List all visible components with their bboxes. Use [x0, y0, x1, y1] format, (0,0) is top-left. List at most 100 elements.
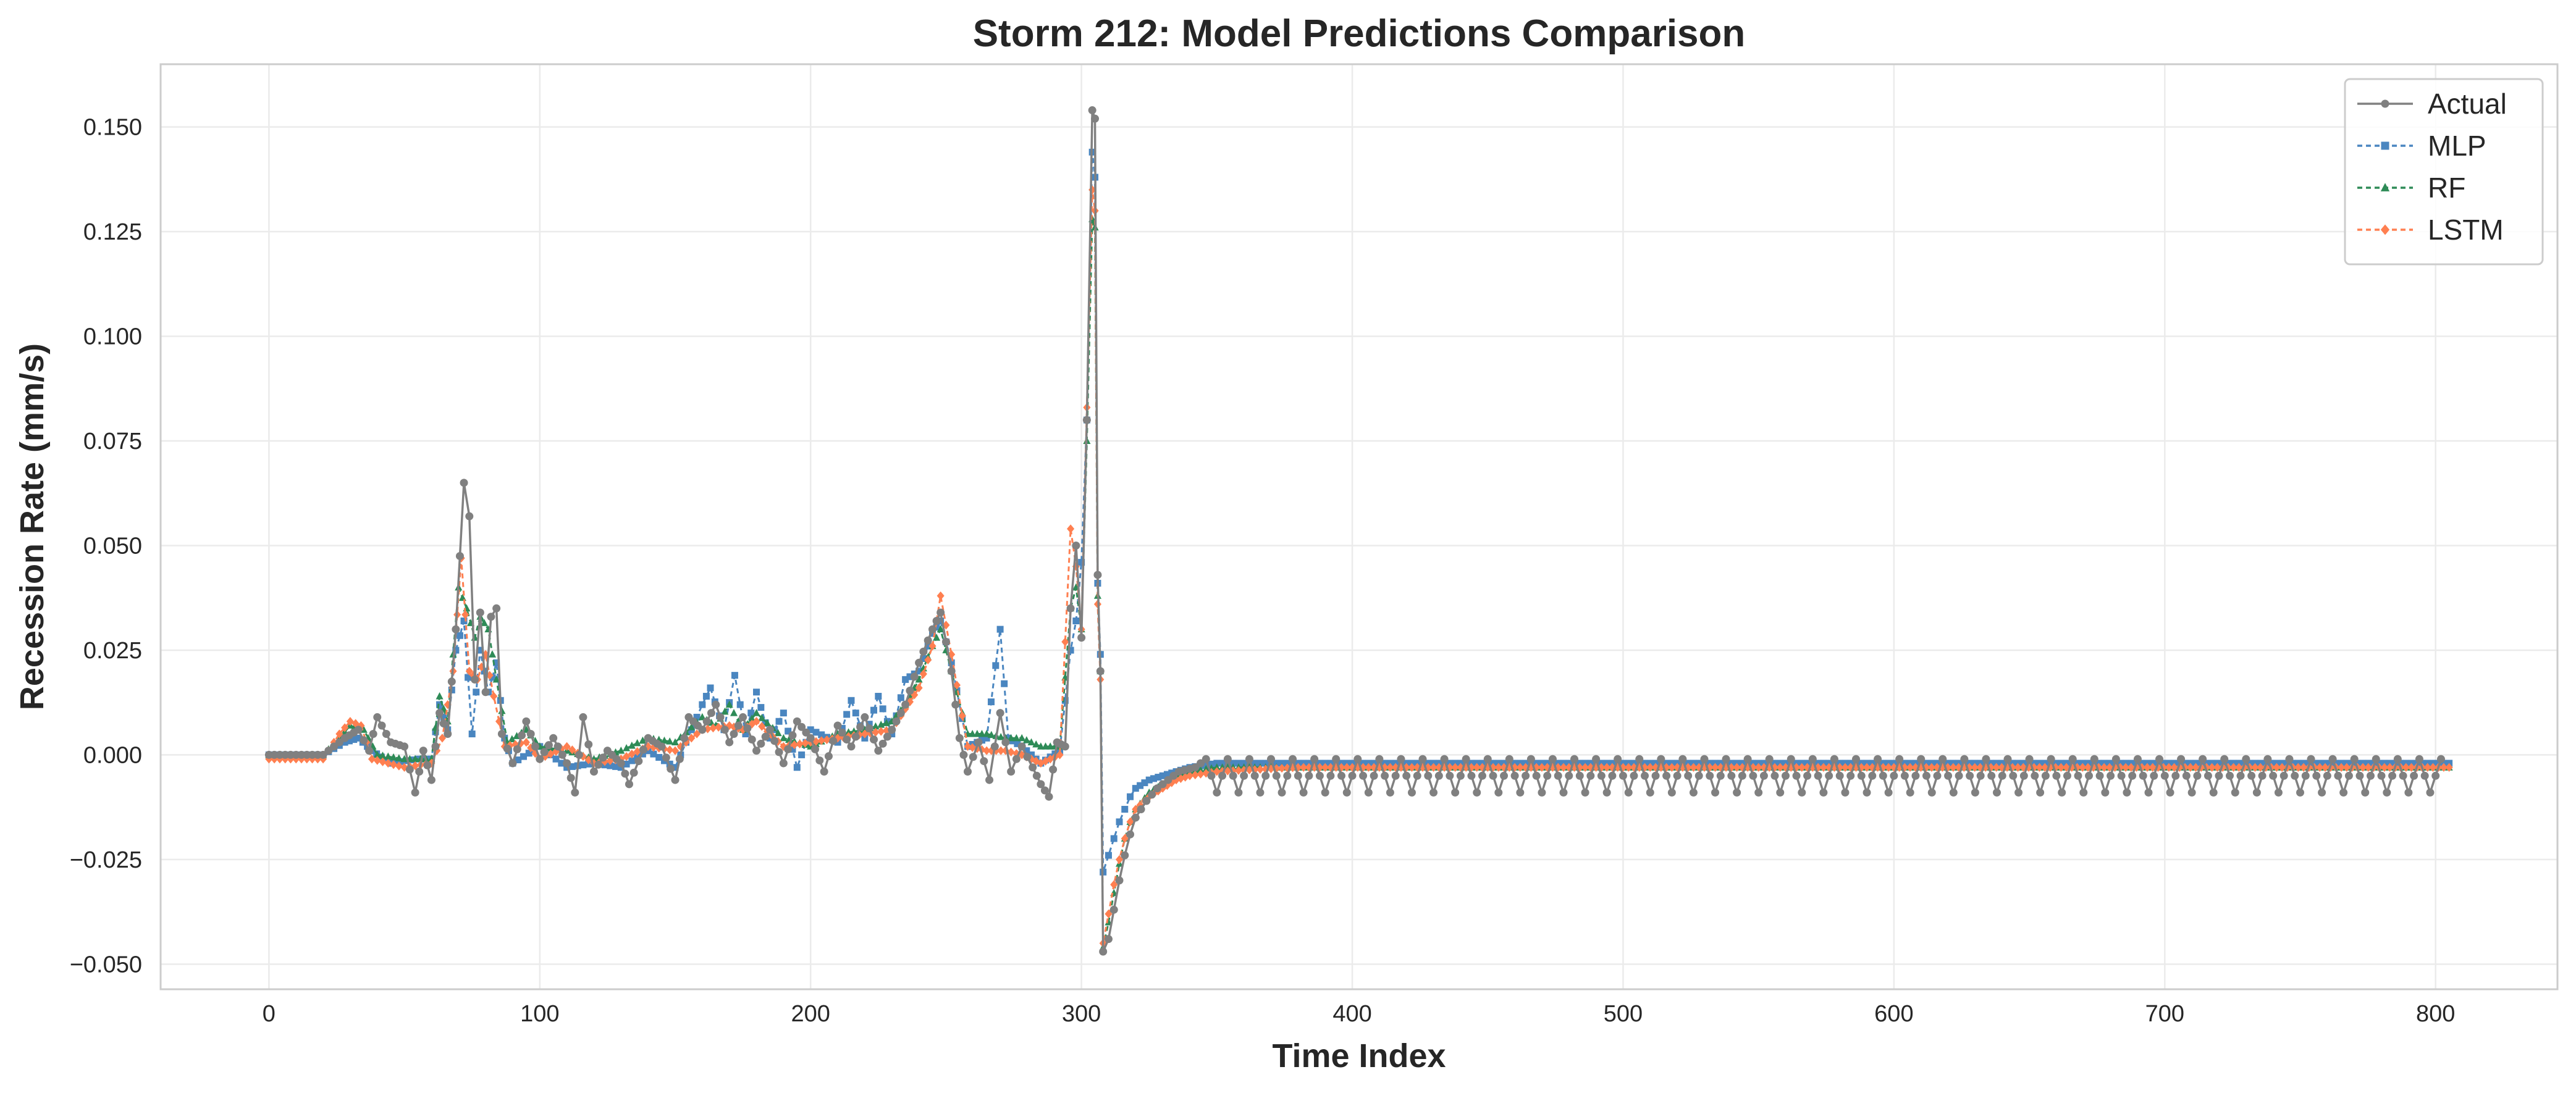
data-point-actual	[1608, 771, 1617, 780]
data-point-lstm	[1603, 763, 1611, 772]
data-point-lstm	[969, 743, 977, 752]
data-point-actual	[571, 788, 579, 797]
data-point-actual	[481, 688, 490, 697]
data-point-lstm	[1397, 763, 1405, 772]
data-point-actual	[1229, 771, 1237, 780]
data-point-lstm	[2089, 763, 2097, 772]
data-point-rf	[1027, 738, 1035, 746]
data-point-actual	[2231, 788, 2239, 797]
data-point-mlp	[731, 672, 738, 679]
data-point-lstm	[1300, 763, 1308, 772]
data-point-actual	[1857, 771, 1866, 780]
data-point-actual	[2009, 771, 2018, 780]
data-point-actual	[2160, 771, 2169, 780]
data-point-actual	[2334, 771, 2342, 780]
data-point-mlp	[515, 756, 522, 764]
data-point-lstm	[1126, 817, 1134, 827]
data-point-actual	[1088, 106, 1096, 115]
data-point-actual	[1825, 771, 1833, 780]
data-point-lstm	[395, 761, 403, 771]
data-point-lstm	[2057, 763, 2065, 772]
data-point-actual	[824, 752, 833, 761]
data-point-mlp	[920, 655, 927, 663]
data-point-actual	[2355, 771, 2364, 780]
data-point-mlp	[452, 647, 460, 654]
data-point-lstm	[1273, 764, 1281, 773]
data-point-actual	[2171, 771, 2180, 780]
data-point-lstm	[2235, 763, 2243, 772]
data-point-actual	[2074, 771, 2082, 780]
data-point-lstm	[1619, 763, 1627, 772]
data-point-lstm	[1890, 763, 1898, 772]
data-point-actual	[1494, 788, 1503, 797]
data-point-lstm	[1353, 763, 1362, 772]
data-point-lstm	[465, 666, 473, 676]
data-point-actual	[1082, 416, 1091, 424]
data-point-mlp	[1078, 559, 1085, 566]
data-point-actual	[1960, 755, 1969, 763]
data-point-actual	[2431, 771, 2440, 780]
data-point-lstm	[1738, 763, 1746, 772]
data-point-lstm	[427, 758, 436, 768]
data-point-mlp	[1072, 618, 1080, 625]
data-point-mlp	[612, 763, 620, 770]
data-point-lstm	[1885, 763, 1893, 772]
data-point-lstm	[915, 683, 923, 693]
data-point-actual	[2258, 771, 2267, 780]
data-point-lstm	[1234, 766, 1242, 775]
data-point-actual	[2085, 771, 2094, 780]
data-point-actual	[2031, 771, 2039, 780]
data-point-lstm	[1392, 763, 1400, 772]
data-point-lstm	[953, 681, 961, 690]
data-point-lstm	[1310, 763, 1318, 772]
data-point-actual	[1798, 788, 1806, 797]
data-point-lstm	[1105, 909, 1113, 919]
data-point-lstm	[1218, 766, 1226, 776]
data-point-actual	[811, 745, 820, 753]
data-point-actual	[579, 713, 587, 721]
data-point-actual	[878, 739, 887, 748]
data-point-lstm	[1657, 763, 1665, 772]
data-point-actual	[1364, 788, 1373, 797]
data-point-lstm	[1754, 763, 1762, 772]
data-point-actual	[566, 774, 575, 782]
data-point-actual	[2166, 788, 2174, 797]
data-point-actual	[2203, 771, 2212, 780]
data-point-lstm	[1630, 763, 1638, 772]
data-point-rf	[1046, 742, 1054, 750]
data-point-actual	[1096, 667, 1105, 676]
data-point-actual	[599, 753, 607, 762]
y-axis-label: Recession Rate (mm/s)	[14, 343, 51, 710]
data-point-actual	[2350, 755, 2359, 763]
data-point-actual	[1971, 788, 1979, 797]
data-point-actual	[2155, 755, 2164, 763]
data-point-actual	[1164, 776, 1172, 784]
data-point-mlp	[736, 701, 744, 708]
data-point-actual	[1283, 771, 1292, 780]
data-point-lstm	[911, 690, 919, 700]
data-point-lstm	[2294, 763, 2302, 772]
data-point-actual	[1976, 771, 1985, 780]
data-point-lstm	[547, 749, 555, 759]
data-point-lstm	[2402, 763, 2410, 772]
data-point-actual	[522, 717, 531, 726]
data-point-rf	[379, 752, 387, 759]
data-point-actual	[365, 747, 374, 755]
data-point-lstm	[1381, 763, 1389, 772]
data-point-lstm	[1163, 781, 1171, 790]
data-point-mlp	[1110, 835, 1118, 842]
legend-marker-lstm	[2380, 224, 2390, 235]
data-point-lstm	[2068, 763, 2076, 772]
data-point-lstm	[872, 727, 880, 737]
data-point-actual	[1830, 755, 1838, 763]
data-point-actual	[793, 717, 801, 726]
data-point-lstm	[346, 717, 354, 726]
data-point-mlp	[699, 701, 706, 708]
data-point-lstm	[384, 758, 392, 768]
data-point-lstm	[1803, 763, 1811, 772]
data-point-actual	[1570, 755, 1579, 763]
data-point-actual	[1884, 788, 1893, 797]
data-point-lstm	[1858, 763, 1866, 772]
data-point-actual	[985, 776, 994, 784]
data-point-lstm	[2138, 763, 2146, 772]
